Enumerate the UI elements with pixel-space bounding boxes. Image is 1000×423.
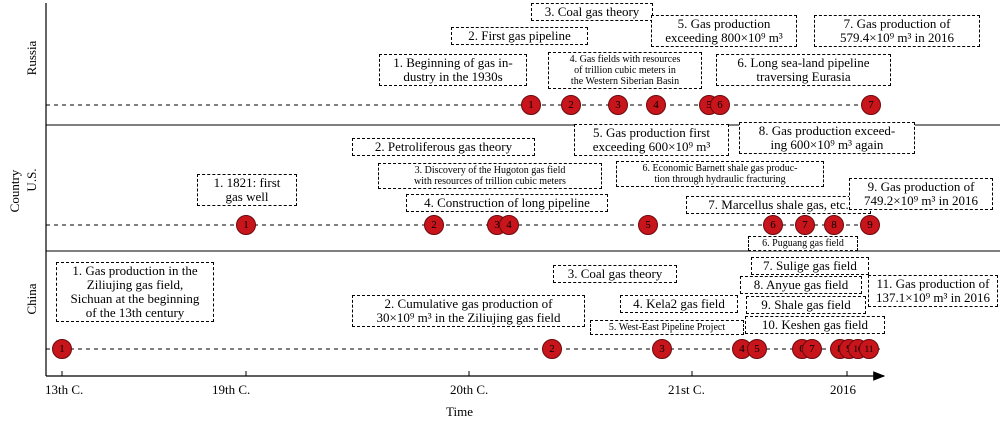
country-label-china: China: [24, 283, 39, 315]
event-marker-cn-7: 7: [802, 339, 822, 359]
x-tick-label-13th: 13th C.: [45, 382, 84, 397]
event-china-1: 1. Gas production in the Ziliujing gas f…: [56, 262, 214, 322]
event-us-8: 8. Gas production exceed- ing 600×10⁹ m³…: [739, 122, 915, 154]
country-label-russia: Russia: [24, 40, 39, 76]
event-marker-us-1: 1: [236, 215, 256, 235]
x-tick-label-20th: 20th C.: [450, 382, 489, 397]
event-marker-cn-5: 5: [747, 339, 767, 359]
x-tick-label-19th: 19th C.: [212, 382, 251, 397]
x-tick-label-2016: 2016: [830, 382, 856, 397]
event-marker-us-8: 8: [824, 215, 844, 235]
event-marker-us-7: 7: [795, 215, 815, 235]
event-china-7: 7. Sulige gas field: [751, 257, 869, 275]
event-china-5: 5. West-East Pipeline Project: [590, 320, 744, 335]
event-marker-cn-3: 3: [652, 339, 672, 359]
event-china-10: 10. Keshen gas field: [745, 316, 885, 334]
event-marker-us-4: 4: [499, 215, 519, 235]
event-china-9: 9. Shale gas field: [746, 296, 866, 314]
event-china-3: 3. Coal gas theory: [553, 265, 677, 283]
event-us-6: 6. Economic Barnett shale gas produc- ti…: [616, 161, 824, 187]
event-marker-ru-3: 3: [608, 95, 628, 115]
event-china-6: 6. Puguang gas field: [748, 236, 858, 251]
event-marker-ru-7: 7: [861, 95, 881, 115]
event-us-5: 5. Gas production first exceeding 600×10…: [574, 124, 729, 156]
event-china-8: 8. Anyue gas field: [740, 276, 862, 294]
event-marker-ru-1: 1: [521, 95, 541, 115]
event-us-2: 2. Petroliferous gas theory: [352, 138, 535, 156]
event-us-9: 9. Gas production of 749.2×10⁹ m³ in 201…: [849, 178, 993, 210]
x-tick-label-21st: 21st C.: [668, 382, 705, 397]
event-china-2: 2. Cumulative gas production of 30×10⁹ m…: [352, 295, 585, 327]
event-marker-cn-11: 11: [859, 339, 879, 359]
event-marker-ru-4: 4: [646, 95, 666, 115]
event-marker-us-9: 9: [860, 215, 880, 235]
event-russia-4: 4. Gas fields with resources of trillion…: [548, 52, 702, 89]
event-china-11: 11. Gas production of 137.1×10⁹ m³ in 20…: [868, 275, 998, 307]
event-marker-us-6: 6: [763, 215, 783, 235]
x-axis-title: Time: [446, 404, 473, 419]
event-russia-2: 2. First gas pipeline: [451, 27, 588, 45]
event-russia-1: 1. Beginning of gas in- dustry in the 19…: [379, 54, 527, 86]
event-marker-cn-2: 2: [542, 339, 562, 359]
event-us-3: 3. Discovery of the Hugoton gas field wi…: [378, 163, 602, 189]
event-russia-7: 7. Gas production of 579.4×10⁹ m³ in 201…: [814, 15, 980, 47]
event-marker-cn-1: 1: [52, 339, 72, 359]
event-us-4: 4. Construction of long pipeline: [406, 194, 608, 212]
y-axis-title: Country: [7, 169, 22, 213]
event-china-4: 4. Kela2 gas field: [620, 295, 738, 313]
event-us-1: 1. 1821: first gas well: [197, 174, 297, 206]
event-us-7: 7. Marcellus shale gas, etc.: [686, 196, 871, 214]
event-marker-ru-6: 6: [710, 95, 730, 115]
event-marker-ru-2: 2: [561, 95, 581, 115]
event-marker-us-2: 2: [424, 215, 444, 235]
country-label-us: U.S.: [24, 168, 39, 192]
event-russia-5: 5. Gas production exceeding 800×10⁹ m³: [651, 15, 797, 47]
event-russia-6: 6. Long sea-land pipeline traversing Eur…: [716, 54, 891, 86]
event-russia-3: 3. Coal gas theory: [531, 3, 653, 21]
event-marker-us-5: 5: [638, 215, 658, 235]
